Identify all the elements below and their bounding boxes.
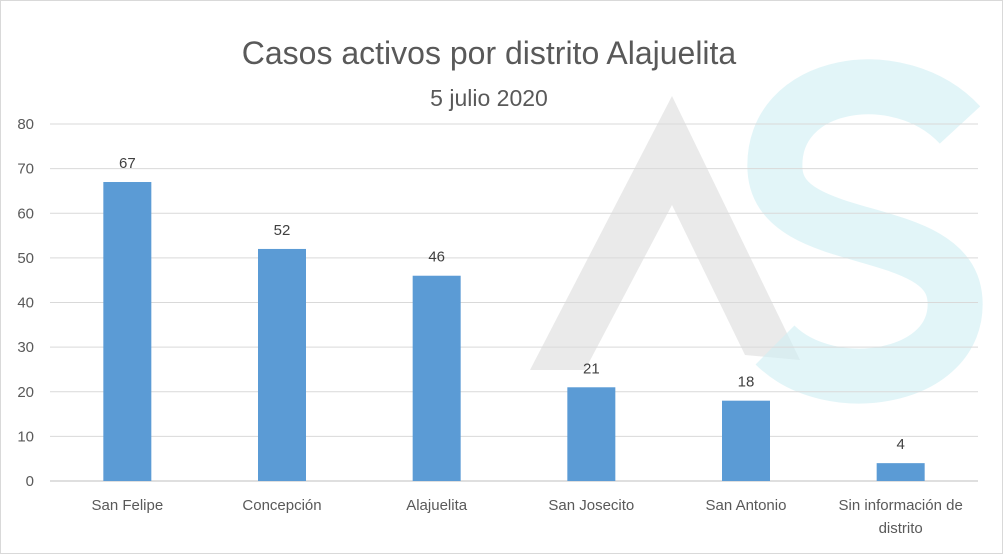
y-tick-label: 50 xyxy=(17,250,34,267)
x-tick-label: Concepción xyxy=(242,497,321,514)
bars xyxy=(103,182,925,481)
x-tick-label: distrito xyxy=(879,520,923,537)
chart-subtitle: 5 julio 2020 xyxy=(430,85,548,111)
y-tick-label: 0 xyxy=(26,473,34,490)
bar xyxy=(876,463,925,481)
bar xyxy=(258,248,306,481)
data-label: 21 xyxy=(583,360,600,377)
x-axis: San Felipe Concepción Alajuelita San Joseci… xyxy=(91,497,962,537)
y-tick-label: 60 xyxy=(17,205,34,222)
bar xyxy=(567,387,616,481)
y-axis: 0 10 20 30 40 50 60 70 80 xyxy=(17,116,34,490)
y-tick-label: 40 xyxy=(17,295,34,312)
x-tick-label: Sin información de xyxy=(839,497,963,514)
watermark-logo xyxy=(530,59,983,404)
bar xyxy=(722,400,770,481)
y-tick-label: 10 xyxy=(17,428,34,445)
x-tick-label: San Josecito xyxy=(548,497,634,514)
data-labels: 67 52 46 21 18 4 xyxy=(119,155,905,453)
data-label: 46 xyxy=(428,249,445,266)
bar xyxy=(103,182,152,481)
y-tick-label: 30 xyxy=(17,339,34,356)
data-label: 18 xyxy=(738,374,755,391)
x-tick-label: Alajuelita xyxy=(406,497,468,514)
x-tick-label: San Antonio xyxy=(706,497,787,514)
bar xyxy=(412,275,461,481)
data-label: 67 xyxy=(119,155,136,172)
chart-title: Casos activos por distrito Alajuelita xyxy=(241,35,737,71)
y-tick-label: 70 xyxy=(17,161,34,178)
gridlines xyxy=(50,123,978,482)
data-label: 4 xyxy=(896,436,904,453)
x-tick-label: San Felipe xyxy=(91,497,163,514)
y-tick-label: 20 xyxy=(17,384,34,401)
data-label: 52 xyxy=(274,222,291,239)
y-tick-label: 80 xyxy=(17,116,34,133)
